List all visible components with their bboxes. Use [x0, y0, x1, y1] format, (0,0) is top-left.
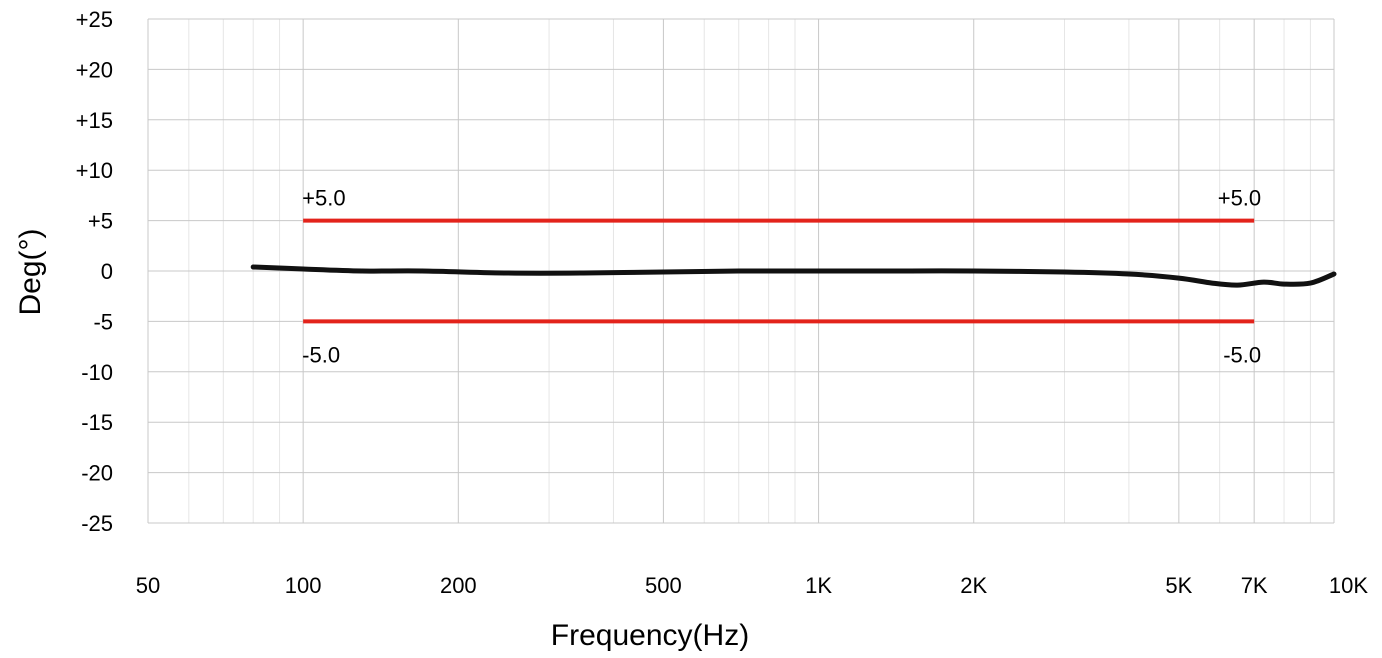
y-tick-label: -20 [81, 461, 113, 486]
limit-label-right: +5.0 [1218, 186, 1261, 211]
y-tick-label: +25 [76, 7, 113, 32]
x-tick-label: 50 [136, 573, 160, 598]
x-tick-label: 1K [805, 573, 832, 598]
y-tick-label: +5 [88, 209, 113, 234]
limit-lines: +5.0 +5.0 -5.0 -5.0 [302, 186, 1261, 368]
x-tick-label: 5K [1165, 573, 1192, 598]
y-tick-label: +20 [76, 57, 113, 82]
y-axis-tick-labels: +25 +20 +15 +10 +5 0 -5 -10 -15 -20 -25 [76, 7, 113, 536]
series-layer [250, 264, 1337, 288]
x-tick-label: 10K [1329, 573, 1368, 598]
x-axis-tick-labels: 50 100 200 500 1K 2K 5K 7K 10K [136, 573, 1369, 598]
y-tick-label: +15 [76, 108, 113, 133]
y-tick-label: -25 [81, 511, 113, 536]
x-tick-label: 2K [960, 573, 987, 598]
x-axis-title: Frequency(Hz) [551, 619, 749, 652]
x-tick-label: 200 [440, 573, 477, 598]
y-tick-label: +10 [76, 158, 113, 183]
limit-label-right: -5.0 [1223, 342, 1261, 367]
limit-label-left: -5.0 [302, 342, 340, 367]
y-axis-title: Deg(°) [14, 228, 47, 315]
y-tick-label: 0 [101, 259, 113, 284]
x-tick-label: 100 [285, 573, 322, 598]
y-tick-label: -5 [93, 309, 113, 334]
series-line [250, 264, 1337, 288]
y-tick-label: -10 [81, 360, 113, 385]
x-tick-label: 500 [645, 573, 682, 598]
y-tick-label: -15 [81, 410, 113, 435]
limit-label-left: +5.0 [302, 186, 345, 211]
x-tick-label: 7K [1241, 573, 1268, 598]
